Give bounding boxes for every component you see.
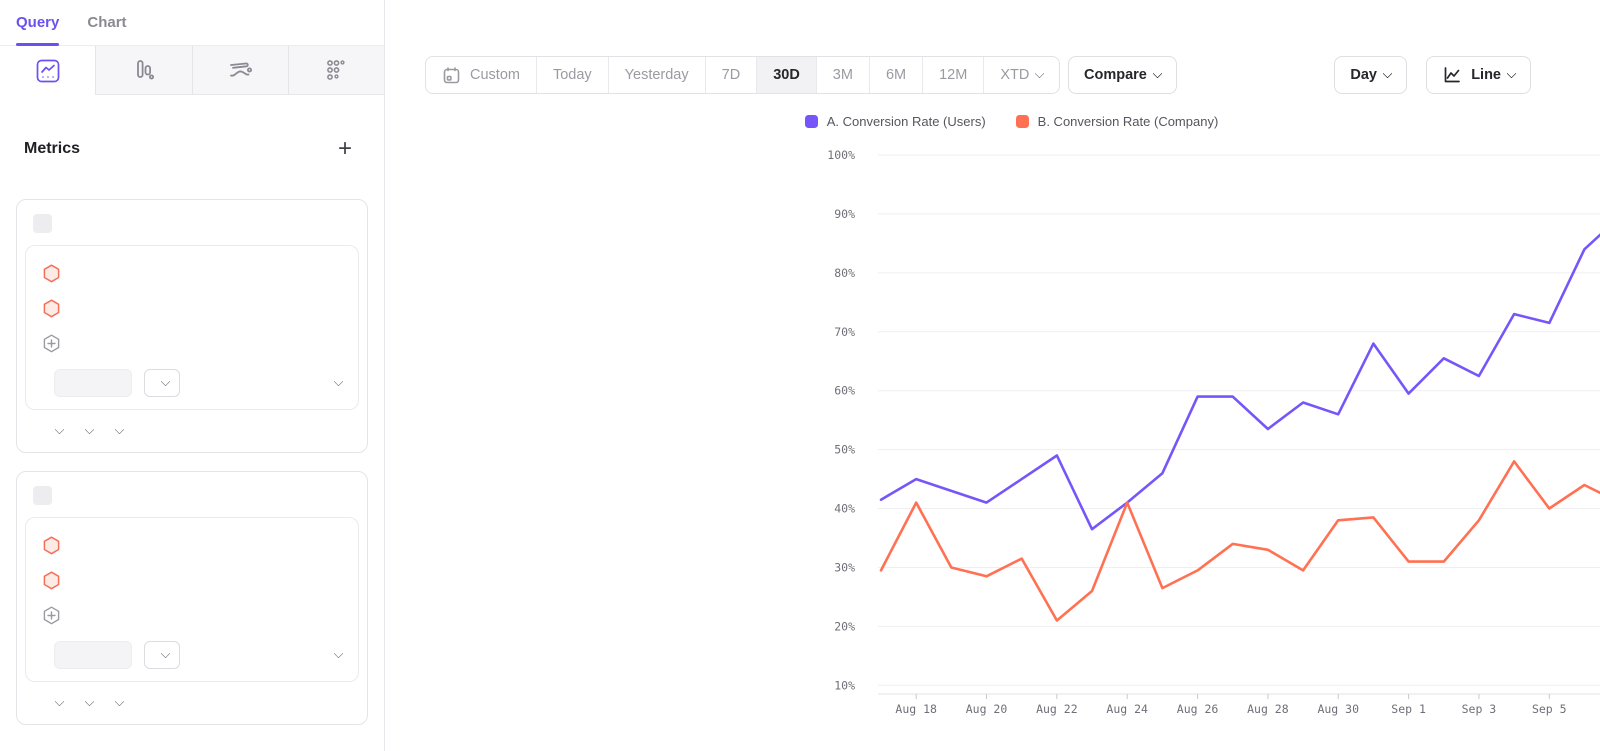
step-number-badge xyxy=(42,299,61,318)
x-axis-label: Aug 22 xyxy=(1036,702,1078,716)
funnel-step-row[interactable] xyxy=(36,563,348,598)
chart-type-dots-tab[interactable] xyxy=(287,46,384,95)
range-yesterday[interactable]: Yesterday xyxy=(607,57,705,93)
legend-item[interactable]: A. Conversion Rate (Users) xyxy=(804,114,986,129)
line-chart-icon xyxy=(35,58,61,84)
x-axis-label: Sep 5 xyxy=(1532,702,1567,716)
x-axis-label: Aug 18 xyxy=(895,702,937,716)
advanced-toggle[interactable] xyxy=(328,648,344,660)
y-axis-label: 10% xyxy=(834,678,855,692)
step-number-badge xyxy=(42,264,61,283)
x-axis-label: Sep 1 xyxy=(1391,702,1426,716)
metric-card-b xyxy=(16,471,368,725)
metric-letter-badge xyxy=(33,214,52,233)
measure-steps-dropdown[interactable] xyxy=(109,696,125,708)
x-axis-label: Aug 30 xyxy=(1317,702,1359,716)
dots-chart-icon xyxy=(323,57,349,83)
step-number-badge xyxy=(42,536,61,555)
window-unit-dropdown[interactable] xyxy=(144,641,180,669)
y-axis-label: 30% xyxy=(834,560,855,574)
range-7d[interactable]: 7D xyxy=(704,57,757,93)
measure-entity-dropdown[interactable] xyxy=(49,424,65,436)
range-today[interactable]: Today xyxy=(535,57,608,93)
add-step-button[interactable] xyxy=(36,598,348,633)
chart-panel: Custom Today Yesterday 7D 30D 3M 6M 12M XTD Comp… xyxy=(385,0,1600,751)
y-axis-label: 60% xyxy=(834,384,855,398)
metric-letter-badge xyxy=(33,486,52,505)
granularity-label: Day xyxy=(1350,67,1377,83)
bar-chart-icon xyxy=(131,57,157,83)
range-6m[interactable]: 6M xyxy=(868,57,922,93)
chart-style-button[interactable]: Line xyxy=(1426,56,1531,94)
measure-metric-dropdown[interactable] xyxy=(79,424,95,436)
chart-type-tabs xyxy=(0,46,384,95)
chart-style-label: Line xyxy=(1471,67,1501,83)
compare-button[interactable]: Compare xyxy=(1068,56,1177,94)
add-step-icon xyxy=(42,606,61,625)
range-3m[interactable]: 3M xyxy=(815,57,869,93)
y-axis-label: 40% xyxy=(834,502,855,516)
x-axis-label: Aug 26 xyxy=(1177,702,1219,716)
metrics-section-title: Metrics xyxy=(24,140,81,157)
legend-item[interactable]: B. Conversion Rate (Company) xyxy=(1015,114,1219,129)
add-step-icon xyxy=(42,334,61,353)
chart-type-flow-tab[interactable] xyxy=(191,46,288,95)
advanced-toggle[interactable] xyxy=(328,376,344,388)
measure-entity-dropdown[interactable] xyxy=(49,696,65,708)
sidebar-tab-bar: Query Chart xyxy=(0,0,384,46)
measure-metric-dropdown[interactable] xyxy=(79,696,95,708)
date-range-control: Custom Today Yesterday 7D 30D 3M 6M 12M XTD xyxy=(425,56,1061,94)
query-sidebar: Query Chart xyxy=(0,0,385,751)
window-unit-dropdown[interactable] xyxy=(144,369,180,397)
chart-type-line-tab[interactable] xyxy=(0,46,96,95)
legend-label: B. Conversion Rate (Company) xyxy=(1037,114,1219,129)
tab-query[interactable]: Query xyxy=(16,0,60,46)
y-axis-label: 90% xyxy=(834,207,855,221)
compare-label: Compare xyxy=(1084,67,1147,83)
metric-card-a xyxy=(16,199,368,453)
y-axis-label: 100% xyxy=(827,148,855,162)
y-axis-label: 80% xyxy=(834,266,855,280)
add-step-button[interactable] xyxy=(36,326,348,361)
range-custom[interactable]: Custom xyxy=(426,57,536,93)
granularity-button[interactable]: Day xyxy=(1334,56,1407,94)
line-style-icon xyxy=(1442,65,1462,85)
steps-box xyxy=(25,245,359,410)
x-axis-label: Aug 28 xyxy=(1247,702,1289,716)
metric-cards xyxy=(0,199,384,725)
tab-chart-label: Chart xyxy=(87,14,127,31)
add-metric-button[interactable]: + xyxy=(337,135,352,162)
legend-swatch xyxy=(1015,115,1029,128)
legend-swatch xyxy=(804,115,818,128)
x-axis-label: Aug 24 xyxy=(1106,702,1148,716)
series-line[interactable] xyxy=(879,190,1600,531)
chart-svg: 100% 90% 80% 70% 60% 50% 40% 30% 20% 10% Aug 18 Aug… xyxy=(827,148,1600,716)
window-value-input[interactable] xyxy=(54,641,132,669)
funnel-step-row[interactable] xyxy=(36,291,348,326)
measure-steps-dropdown[interactable] xyxy=(109,424,125,436)
step-number-badge xyxy=(42,571,61,590)
tab-query-label: Query xyxy=(16,14,60,31)
y-axis-label: 50% xyxy=(834,443,855,457)
funnel-step-row[interactable] xyxy=(36,528,348,563)
legend-label: A. Conversion Rate (Users) xyxy=(826,114,986,129)
window-value-input[interactable] xyxy=(54,369,132,397)
y-axis-label: 70% xyxy=(834,325,855,339)
range-12m[interactable]: 12M xyxy=(922,57,983,93)
tab-chart[interactable]: Chart xyxy=(87,0,126,46)
range-30d[interactable]: 30D xyxy=(756,57,816,93)
funnel-step-row[interactable] xyxy=(36,256,348,291)
range-xtd[interactable]: XTD xyxy=(983,57,1059,93)
steps-box xyxy=(25,517,359,682)
series-line[interactable] xyxy=(879,458,1600,679)
y-axis-label: 20% xyxy=(834,619,855,633)
x-axis-label: Aug 20 xyxy=(966,702,1008,716)
chart-legend: A. Conversion Rate (Users) B. Conversion … xyxy=(493,114,1530,129)
chart-type-bar-tab[interactable] xyxy=(95,46,192,95)
x-axis-label: Sep 3 xyxy=(1462,702,1497,716)
flow-chart-icon xyxy=(226,57,254,83)
